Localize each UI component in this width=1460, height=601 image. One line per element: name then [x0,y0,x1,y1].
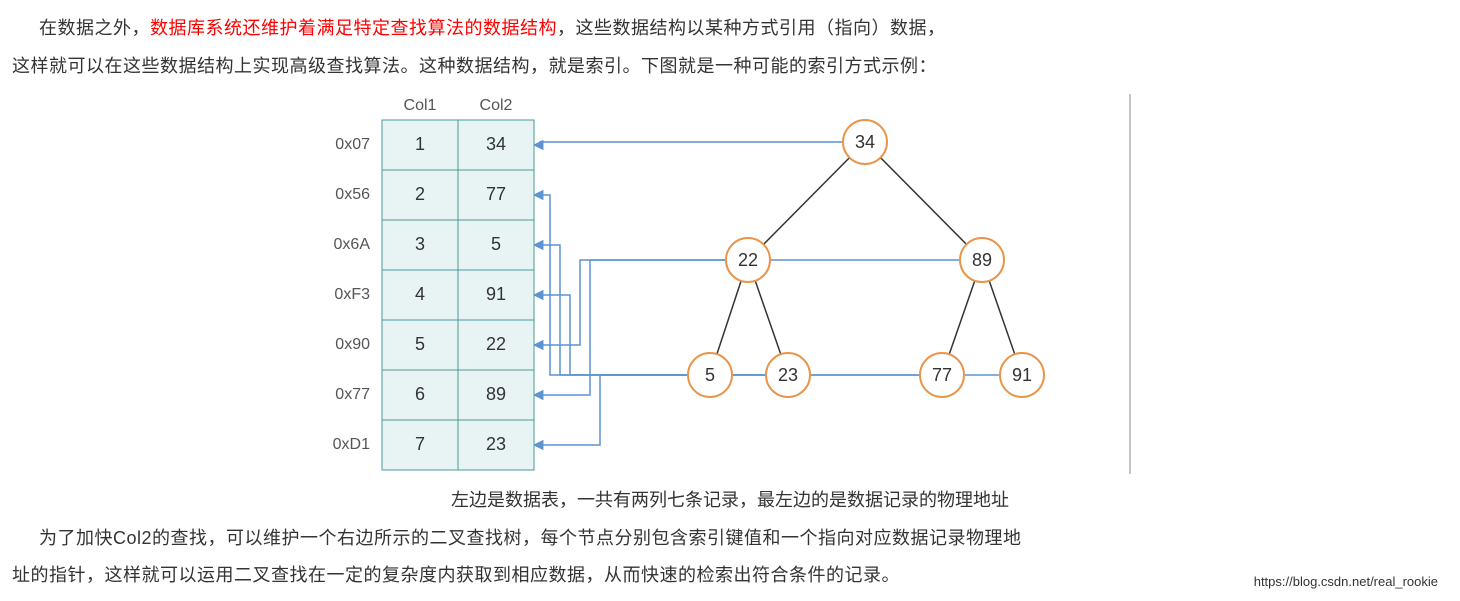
paragraph-2: 这样就可以在这些数据结构上实现高级查找算法。这种数据结构，就是索引。下图就是一种… [12,48,1448,86]
index-arrow [534,195,920,375]
index-arrow [534,142,843,145]
index-arrow [534,245,688,375]
tree-node-label: 89 [972,249,992,269]
tree-node-label: 23 [778,364,798,384]
table-row-addr: 0xF3 [334,286,370,303]
table-cell-value: 1 [415,133,425,153]
tree-node-label: 77 [932,364,952,384]
p1-post: ，这些数据结构以某种方式引用（指向）数据， [557,18,946,38]
table-cell-value: 89 [486,383,506,403]
watermark-text: https://blog.csdn.net/real_rookie [1254,574,1438,589]
table-cell-value: 22 [486,333,506,353]
paragraph-1: 在数据之外，数据库系统还维护着满足特定查找算法的数据结构，这些数据结构以某种方式… [12,10,1448,48]
diagram-caption: 左边是数据表，一共有两列七条记录，最左边的是数据记录的物理地址 [12,486,1448,512]
index-arrow [534,260,726,345]
p1-highlight: 数据库系统还维护着满足特定查找算法的数据结构 [150,18,557,38]
diagram-wrap: Col1 Col2 0x07 1 34 0x56 2 77 0x6A 3 5 0xF3 4 91 0x90 5… [12,90,1448,480]
table-row-addr: 0x07 [335,136,370,153]
tree-node-label: 5 [705,364,715,384]
table-cell-value: 4 [415,283,425,303]
table-cell-value: 34 [486,133,506,153]
tree-node-label: 91 [1012,364,1032,384]
tree-node-label: 34 [855,131,875,151]
tree-node-label: 22 [738,249,758,269]
table-cell-value: 6 [415,383,425,403]
index-arrow [534,375,766,445]
tree-edge [748,142,865,260]
table-row-addr: 0x90 [335,336,370,353]
table-cell-value: 77 [486,183,506,203]
table-cell-value: 2 [415,183,425,203]
table-row-addr: 0x56 [335,186,370,203]
index-diagram: Col1 Col2 0x07 1 34 0x56 2 77 0x6A 3 5 0xF3 4 91 0x90 5… [310,90,1150,480]
table-header-col1: Col1 [404,97,437,114]
table-cell-value: 5 [415,333,425,353]
table-cell-value: 23 [486,433,506,453]
table-cell-value: 3 [415,233,425,253]
table-header-col2: Col2 [480,97,513,114]
table-row-addr: 0x77 [335,386,370,403]
tree-edge [865,142,982,260]
paragraph-3a: 为了加快Col2的查找，可以维护一个右边所示的二叉查找树，每个节点分别包含索引键… [12,520,1448,558]
table-cell-value: 5 [491,233,501,253]
table-cell-value: 91 [486,283,506,303]
p1-pre: 在数据之外， [39,18,150,38]
table-row-addr: 0xD1 [333,436,370,453]
table-row-addr: 0x6A [334,236,371,253]
table-cell-value: 7 [415,433,425,453]
